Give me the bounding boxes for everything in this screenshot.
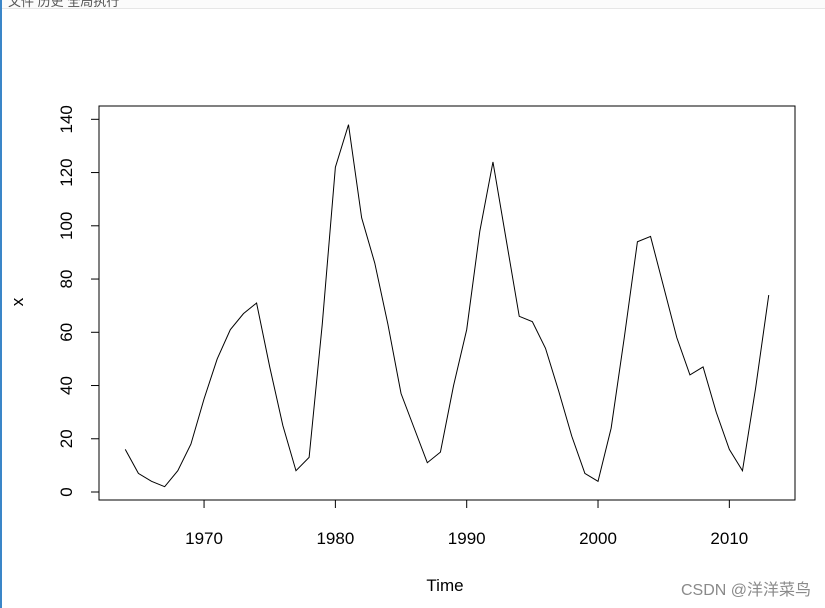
x-tick-label: 1980 [316,529,354,548]
y-tick-label: 140 [57,105,76,133]
menu-strip: 文件 历史 全局执行 [0,0,825,9]
y-tick-label: 60 [57,323,76,342]
y-axis: 0 20 40 60 80 100 120 140 [57,105,99,497]
y-axis-label: x [8,297,27,306]
series-line [124,124,770,488]
y-tick-label: 20 [57,429,76,448]
x-axis-label: Time [426,576,463,595]
y-tick-label: 100 [57,212,76,240]
left-border [0,0,2,608]
plot-frame [98,105,796,501]
watermark: CSDN @洋洋菜鸟 [680,582,811,599]
menu-text: 文件 历史 全局执行 [8,0,120,9]
x-axis: 1970 1980 1990 2000 2010 [185,500,748,548]
y-tick-label: 120 [57,158,76,186]
x-tick-label: 1970 [185,529,223,548]
x-tick-label: 2000 [579,529,617,548]
y-tick-label: 40 [57,376,76,395]
y-tick-label: 80 [57,270,76,289]
y-tick-label: 0 [57,487,76,496]
x-tick-label: 2010 [710,529,748,548]
x-tick-label: 1990 [448,529,486,548]
